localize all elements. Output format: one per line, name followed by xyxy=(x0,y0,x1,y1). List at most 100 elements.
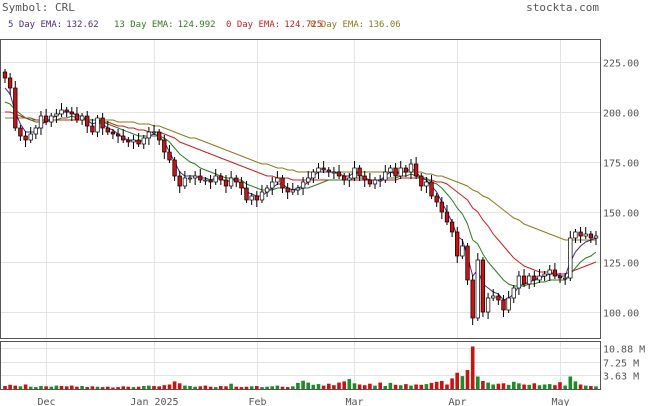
volume-bar xyxy=(291,386,295,389)
candle xyxy=(568,231,573,281)
volume-bar xyxy=(506,384,511,389)
volume-bar xyxy=(219,386,223,389)
volume-bar xyxy=(517,383,521,389)
legend-ema-50: 0 Day EMA: 136.06 xyxy=(310,20,401,30)
candle xyxy=(228,171,234,189)
volume-bar xyxy=(501,383,506,389)
candle-body-up xyxy=(316,167,321,173)
candle xyxy=(455,227,460,263)
candle-body-up xyxy=(264,187,270,193)
candle-body-down xyxy=(413,163,419,177)
volume-bar xyxy=(208,386,213,389)
volume-bar xyxy=(440,381,444,389)
candle-body-up xyxy=(79,115,85,121)
candle xyxy=(393,163,398,183)
date-tick-label: Dec xyxy=(37,397,55,406)
legend-ema-50-label: 0 Day EMA: xyxy=(310,20,364,30)
candle xyxy=(578,227,583,243)
date-tick-label: Feb xyxy=(248,397,266,406)
candle xyxy=(434,193,439,207)
candle xyxy=(588,231,594,243)
candle-body-down xyxy=(74,113,80,121)
candle-body-down xyxy=(336,171,342,177)
candle xyxy=(33,125,38,139)
candle-body-down xyxy=(69,111,74,115)
candle xyxy=(285,183,290,199)
candle-body-up xyxy=(352,167,357,179)
candle-body-down xyxy=(532,275,537,281)
candle-body-down xyxy=(465,245,470,281)
candle xyxy=(419,173,424,191)
candle xyxy=(239,177,244,195)
candle xyxy=(521,269,527,287)
candle xyxy=(511,285,516,303)
volume-bar xyxy=(316,384,321,389)
candle-body-up xyxy=(182,177,188,187)
candle xyxy=(208,175,213,189)
candle-body-up xyxy=(475,259,480,319)
candle-body-up xyxy=(408,163,414,173)
candle xyxy=(115,129,121,143)
volume-bar xyxy=(142,386,146,389)
candle-body-up xyxy=(388,167,393,173)
candle xyxy=(527,273,532,289)
volume-bar xyxy=(188,386,192,389)
candle xyxy=(95,115,100,137)
candle xyxy=(362,171,367,187)
candle-body-down xyxy=(13,87,18,129)
volume-bar xyxy=(383,386,388,389)
candle xyxy=(311,169,316,183)
candle-body-up xyxy=(146,131,152,139)
candle xyxy=(557,273,563,283)
candle xyxy=(321,161,326,173)
volume-bar xyxy=(198,386,203,389)
candle-body-down xyxy=(126,139,131,143)
candle-body-up xyxy=(38,115,44,129)
candle-body-up xyxy=(537,275,542,281)
volume-bar xyxy=(136,386,141,389)
candle xyxy=(136,133,141,147)
volume-bar xyxy=(121,386,125,389)
candle xyxy=(496,293,501,305)
volume-bar xyxy=(203,385,208,389)
volume-bar xyxy=(280,386,285,389)
volume-bar xyxy=(352,383,357,389)
candle xyxy=(151,125,157,135)
candle xyxy=(485,293,491,319)
candle xyxy=(131,135,136,149)
candle xyxy=(18,125,23,141)
volume-bar xyxy=(476,376,480,389)
candle xyxy=(141,135,146,149)
volume-bar xyxy=(522,384,526,389)
candle-body-down xyxy=(162,139,167,153)
volume-bar xyxy=(542,384,547,389)
candle-body-down xyxy=(198,175,203,181)
candle-body-down xyxy=(321,167,326,171)
candle-body-down xyxy=(521,275,527,285)
volume-bar xyxy=(183,385,187,389)
candle-body-up xyxy=(593,235,599,239)
legend-ema-50-value: 136.06 xyxy=(368,20,401,30)
volume-bar xyxy=(193,386,197,389)
volume-tick-label: 7.25 M xyxy=(603,359,639,370)
candle-body-up xyxy=(383,171,388,181)
candle-body-up xyxy=(542,273,547,277)
volume-bar xyxy=(177,383,182,389)
volume-bar xyxy=(147,385,151,389)
candle xyxy=(69,107,74,121)
candle-body-up xyxy=(275,177,280,183)
candle-body-up xyxy=(187,177,193,180)
candle-body-up xyxy=(54,113,59,117)
volume-bar xyxy=(460,376,465,389)
candle xyxy=(367,173,373,187)
volume-bar xyxy=(44,386,48,389)
candle xyxy=(537,269,542,283)
date-tick-label: Mar xyxy=(345,397,363,406)
legend-ema-26-value: 124.725 xyxy=(284,20,322,30)
legend-ema-26: 0 Day EMA: 124.725 xyxy=(226,20,322,30)
candle-body-down xyxy=(177,175,182,187)
candle-body-down xyxy=(218,175,223,181)
volume-bar xyxy=(486,382,490,389)
volume-bar xyxy=(70,385,74,389)
candle xyxy=(465,243,470,285)
